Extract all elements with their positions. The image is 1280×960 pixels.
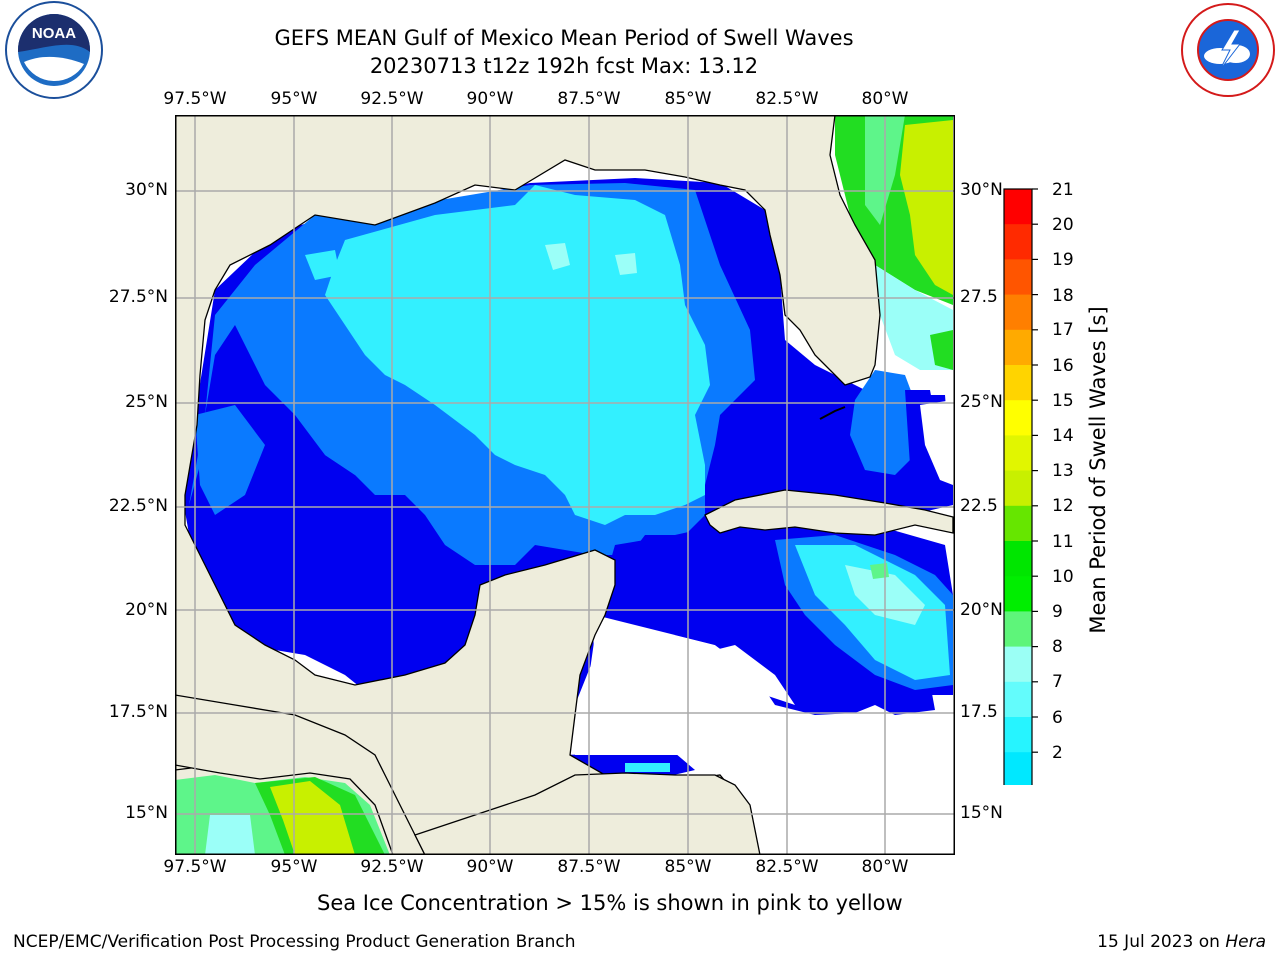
lat-label-right: 30°N xyxy=(960,180,1003,200)
lat-label-right: 15°N xyxy=(960,803,1003,823)
colorbar-segment xyxy=(1004,189,1032,225)
lon-label-bottom: 87.5°W xyxy=(557,857,621,877)
lon-label-bottom: 80°W xyxy=(861,857,909,877)
lat-label-right: 25°N xyxy=(960,392,1003,412)
lat-label-right: 20°N xyxy=(960,600,1003,620)
grid xyxy=(175,115,955,855)
land-cuba xyxy=(704,489,954,536)
map-frame xyxy=(175,115,955,855)
nws-logo xyxy=(1181,3,1275,97)
colorbar-label: Mean Period of Swell Waves [s] xyxy=(1086,306,1110,634)
colorbar-tick: 16 xyxy=(1052,356,1074,376)
sea-ice-note: Sea Ice Concentration > 15% is shown in … xyxy=(317,891,903,915)
colorbar-segment xyxy=(1004,400,1032,436)
lon-label-top: 87.5°W xyxy=(557,89,621,109)
colorbar-tick: 7 xyxy=(1052,672,1063,692)
colorbar-tick: 19 xyxy=(1052,250,1074,270)
lat-label-left: 22.5°N xyxy=(108,496,168,516)
land-florida-keys xyxy=(819,406,846,420)
colorbar-tick: 2 xyxy=(1052,743,1063,763)
chart-subtitle: 20230713 t12z 192h fcst Max: 13.12 xyxy=(369,54,759,78)
lon-label-bottom: 85°W xyxy=(664,857,712,877)
field-pacific-yellow-over xyxy=(270,781,355,855)
colorbar-tick: 20 xyxy=(1052,215,1074,235)
colorbar-tick: 8 xyxy=(1052,637,1063,657)
colorbar-tick: 12 xyxy=(1052,496,1074,516)
colorbar-segment xyxy=(1004,329,1032,366)
colorbar-segment xyxy=(1004,435,1032,472)
colorbar-tick: 21 xyxy=(1052,180,1074,200)
colorbar-tick: 13 xyxy=(1052,461,1074,481)
lat-label-left: 20°N xyxy=(125,600,168,620)
field-pale-cyan xyxy=(545,243,570,270)
lat-label-left: 15°N xyxy=(125,803,168,823)
colorbar-segment xyxy=(1004,717,1032,753)
no-data-hole xyxy=(755,720,953,855)
field-mid-blue-patch xyxy=(315,405,425,485)
colorbar-segment xyxy=(1004,752,1032,785)
lon-label-bottom: 92.5°W xyxy=(360,857,424,877)
lat-label-right: 17.5 xyxy=(960,702,998,722)
no-data-hole xyxy=(695,645,795,705)
colorbar xyxy=(1003,188,1038,785)
colorbar-tick: 17 xyxy=(1052,320,1074,340)
field-atlantic-green-2 xyxy=(930,330,953,370)
date-stamp-host: Hera xyxy=(1225,932,1266,952)
colorbar-segment xyxy=(1004,611,1032,648)
field-caribbean-green xyxy=(870,563,889,579)
lon-label-top: 80°W xyxy=(861,89,909,109)
colorbar-segment xyxy=(1004,470,1032,507)
colorbar-tick: 18 xyxy=(1052,286,1074,306)
date-stamp-date: 15 Jul 2023 on xyxy=(1097,932,1226,952)
noaa-logo: NOAA xyxy=(5,1,103,99)
colorbar-tick: 11 xyxy=(1052,532,1074,552)
lat-label-left: 27.5°N xyxy=(108,287,168,307)
lon-label-top: 95°W xyxy=(270,89,318,109)
colorbar-tick: 14 xyxy=(1052,426,1074,446)
lon-label-top: 97.5°W xyxy=(163,89,227,109)
colorbar-segment xyxy=(1004,646,1032,683)
colorbar-segment xyxy=(1004,294,1032,331)
no-data-hole xyxy=(920,400,953,485)
colorbar-segment xyxy=(1004,365,1032,401)
colorbar-segment xyxy=(1004,541,1032,577)
colorbar-segment xyxy=(1004,505,1032,542)
lon-label-bottom: 97.5°W xyxy=(163,857,227,877)
no-data-hole xyxy=(575,630,785,755)
colorbar-segment xyxy=(1004,224,1032,260)
lon-label-top: 92.5°W xyxy=(360,89,424,109)
colorbar-segment xyxy=(1004,576,1032,612)
field-atlantic-yellow-green xyxy=(900,120,953,295)
colorbar-tick: 9 xyxy=(1052,602,1063,622)
field-mid-blue-patch xyxy=(195,405,265,515)
colorbar-tick: 6 xyxy=(1052,708,1063,728)
lon-label-top: 82.5°W xyxy=(755,89,819,109)
lat-label-left: 25°N xyxy=(125,392,168,412)
lat-label-left: 30°N xyxy=(125,180,168,200)
chart-title: GEFS MEAN Gulf of Mexico Mean Period of … xyxy=(274,26,854,50)
lat-label-right: 22.5 xyxy=(960,496,998,516)
lon-label-bottom: 90°W xyxy=(466,857,514,877)
credit-line: NCEP/EMC/Verification Post Processing Pr… xyxy=(13,932,576,952)
field-light-cyan xyxy=(325,185,710,525)
lon-label-bottom: 95°W xyxy=(270,857,318,877)
lon-label-top: 90°W xyxy=(466,89,514,109)
field-pale-cyan xyxy=(615,253,637,275)
swell-period-map xyxy=(175,115,955,855)
lon-label-top: 85°W xyxy=(664,89,712,109)
colorbar-tick: 15 xyxy=(1052,391,1074,411)
colorbar-tick: 10 xyxy=(1052,567,1074,587)
field-pacific-cyan-over xyxy=(205,815,255,855)
lon-label-bottom: 82.5°W xyxy=(755,857,819,877)
lat-label-left: 17.5°N xyxy=(108,702,168,722)
date-stamp: 15 Jul 2023 on Hera xyxy=(1097,932,1266,952)
field-mid-blue-patch xyxy=(305,250,340,280)
colorbar-segment xyxy=(1004,681,1032,718)
lat-label-right: 27.5 xyxy=(960,287,998,307)
field-honduras-cyan xyxy=(625,763,670,772)
svg-text:NOAA: NOAA xyxy=(32,25,76,42)
colorbar-segment xyxy=(1004,259,1032,296)
